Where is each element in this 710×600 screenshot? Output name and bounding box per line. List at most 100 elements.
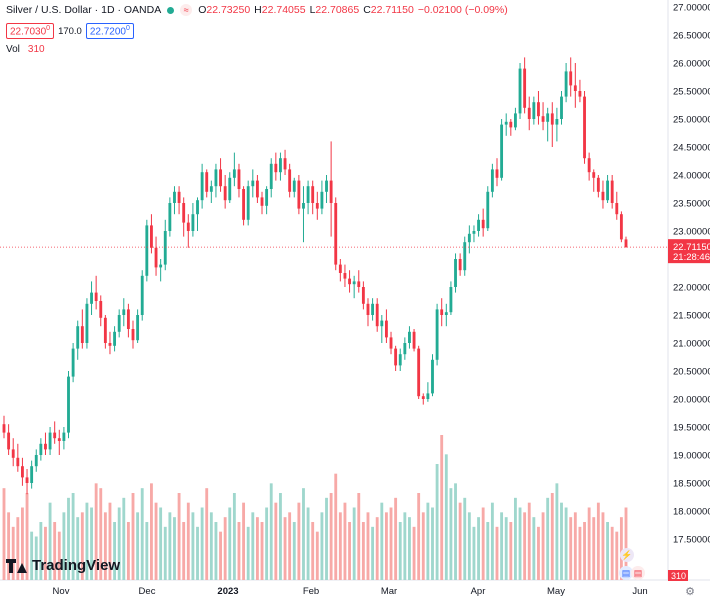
settings-gear-icon[interactable]: ⚙ (685, 585, 695, 598)
volume-bar (209, 512, 213, 580)
candle-body (113, 331, 117, 346)
volume-bar (311, 522, 315, 580)
volume-bar (283, 517, 287, 580)
candle-body (606, 180, 609, 201)
volume-bar (564, 507, 568, 580)
volume-bar (343, 502, 347, 580)
volume-bar (7, 512, 11, 580)
volume-bar (518, 507, 522, 580)
candle-body (219, 169, 222, 187)
candle-body (44, 443, 47, 450)
candle-body (440, 309, 444, 315)
volume-bar (173, 517, 176, 580)
tradingview-logo[interactable]: TradingView (6, 557, 120, 574)
volume-legend: Vol 310 (6, 44, 45, 55)
volume-bar (255, 517, 259, 580)
chart-legend: Silver / U.S. Dollar · 1D · OANDA ≈ O22.… (6, 4, 508, 16)
candle-body (435, 309, 439, 360)
candle-body (601, 191, 605, 201)
candle-body (490, 169, 494, 192)
candle-body (122, 309, 126, 315)
volume-bar (186, 502, 190, 580)
volume-bar (490, 502, 494, 580)
us-flag-icon-2[interactable]: ▤ (631, 566, 645, 580)
volume-bar (237, 522, 241, 580)
candle-body (154, 247, 158, 268)
ohlc-values: O22.73250 H22.74055 L22.70865 C22.71150 … (198, 4, 508, 16)
candle-body (573, 85, 577, 91)
candle-body (495, 169, 499, 178)
volume-bar (126, 522, 130, 580)
last-price-label: 22.71150 (673, 242, 710, 253)
candle-body (11, 449, 15, 458)
volume-bar (265, 507, 269, 580)
volume-bar (329, 493, 333, 580)
bid-price-button[interactable]: 22.70300 (6, 23, 55, 40)
volume-bar (242, 502, 246, 580)
volume-bar (361, 522, 365, 580)
us-flag-icon[interactable]: ▤ (619, 566, 633, 580)
candle-body (57, 438, 61, 441)
candle-body (274, 163, 278, 173)
candle-body (357, 281, 361, 287)
candle-body (108, 343, 112, 346)
candle-body (610, 180, 614, 203)
volume-bar (546, 497, 550, 580)
candle-body (343, 273, 347, 279)
volume-bar (463, 497, 467, 580)
volume-bar (624, 507, 628, 580)
volume-bar (117, 507, 121, 580)
volume-bar (384, 512, 388, 580)
candle-body (587, 158, 591, 173)
candle-body (117, 315, 121, 332)
candle-body (537, 102, 540, 117)
candle-body (260, 197, 264, 206)
y-tick-label: 24.00000 (673, 171, 710, 182)
candle-body (168, 203, 172, 231)
volume-bar (297, 502, 301, 580)
volume-bar (163, 526, 167, 580)
wave-icon[interactable]: ≈ (180, 4, 193, 16)
candle-body (85, 303, 89, 343)
candle-body (76, 326, 80, 349)
candle-body (7, 432, 11, 450)
candle-body (269, 163, 273, 189)
volume-bar (315, 531, 319, 580)
candle-body (513, 113, 517, 128)
candle-body (583, 96, 586, 159)
candle-body (246, 186, 250, 220)
symbol-title[interactable]: Silver / U.S. Dollar · 1D · OANDA (6, 4, 162, 16)
candle-body (431, 359, 434, 394)
tradingview-logo-icon (6, 558, 28, 573)
candle-body (500, 124, 504, 178)
volume-bar (145, 522, 149, 580)
candle-body (30, 466, 34, 483)
y-tick-label: 20.50000 (673, 367, 710, 378)
x-tick-label: Dec (139, 586, 156, 597)
candle-body (412, 331, 416, 349)
volume-bar (223, 517, 227, 580)
lightning-icon[interactable]: ⚡ (620, 548, 634, 562)
volume-bar (426, 502, 430, 580)
x-tick-label: Feb (303, 586, 319, 597)
volume-bar (306, 507, 310, 580)
volume-bar (477, 517, 480, 580)
volume-bar (288, 512, 292, 580)
ask-price-button[interactable]: 22.72000 (85, 23, 134, 40)
candle-body (481, 219, 485, 229)
candle-body (555, 119, 559, 125)
candle-body (214, 169, 218, 187)
candle-body (292, 180, 296, 192)
y-tick-label: 18.50000 (673, 479, 710, 490)
y-tick-label: 23.00000 (673, 227, 710, 238)
candle-body (228, 177, 232, 201)
candle-body (182, 203, 186, 223)
candle-body (25, 477, 29, 483)
candle-body (99, 301, 103, 318)
candle-body (366, 303, 370, 315)
volume-bar (366, 512, 370, 580)
volume-bar (76, 517, 80, 580)
volume-bar (113, 522, 117, 580)
volume-bar (537, 526, 540, 580)
